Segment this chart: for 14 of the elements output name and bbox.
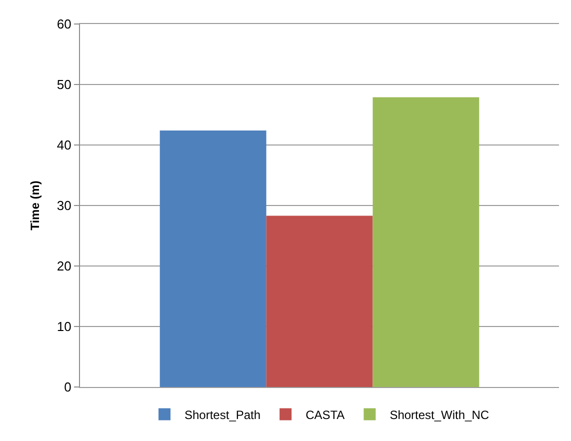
y-tick-label: 0: [64, 380, 72, 395]
bar: [160, 130, 266, 387]
bar: [266, 216, 373, 387]
y-tick-label: 40: [56, 138, 72, 153]
legend-label: Shortest_Path: [184, 408, 261, 422]
y-tick-label: 30: [56, 198, 72, 214]
legend-label: CASTA: [306, 408, 345, 422]
y-tick-label: 10: [56, 319, 72, 334]
y-tick-label: 20: [56, 258, 72, 274]
y-tick-label: 60: [56, 16, 72, 32]
y-tick-label: 50: [56, 77, 72, 92]
bar: [372, 97, 480, 387]
y-axis-title: Time (m): [28, 180, 42, 230]
legend-label: Shortest_With_NC: [390, 408, 490, 422]
